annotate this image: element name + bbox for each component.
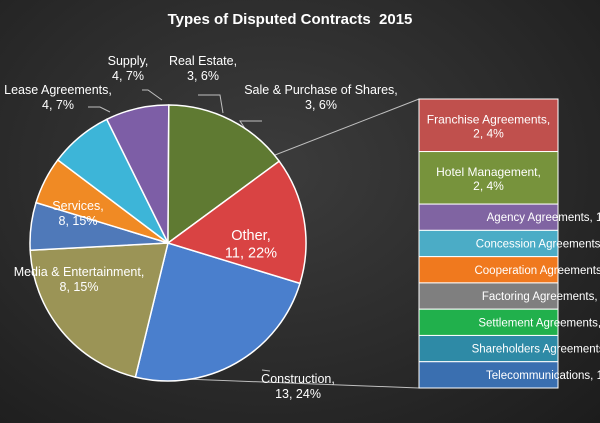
leader-line: [142, 89, 163, 101]
leader-line: [88, 106, 111, 113]
slice-label-real-estate: Real Estate, 3, 6%: [169, 54, 237, 83]
slice-labels: Construction, 13, 24% Other, 11, 22% Sale & …: [4, 54, 600, 401]
slice-label-construction: Construction, 13, 24%: [261, 372, 335, 401]
bar-label-franchise-agreements: Franchise Agreements, 2, 4%: [427, 112, 550, 140]
bar-segment-settlement-agreements: [418, 308, 559, 336]
bar-label-shareholders-agreements: Shareholders Agreements, 1, 2%: [472, 344, 600, 356]
bar-label-settlement-agreements: Settlement Agreements, 1, 2%: [478, 317, 600, 329]
slice-label-other: Other, 11, 22%: [225, 228, 277, 261]
chart-title: Types of Disputed Contracts 2015: [168, 11, 413, 28]
bar-segment-telecommunications: [418, 361, 559, 389]
bar-segment-hotel-management: [418, 151, 559, 205]
slice-label-sale-and-purchase-of-shares: Sale & Purchase of Shares, 3, 6%: [244, 83, 398, 112]
main-pie: [29, 104, 307, 382]
bar-segment-franchise-agreements: [418, 98, 559, 153]
slice-label-lease-agreements: Lease Agreements, 4, 7%: [4, 83, 112, 112]
leader-line: [198, 94, 224, 114]
bar-label-telecommunications: Telecommunications, 1, 2%: [486, 370, 600, 382]
bar-label-concession-agreements: Concession Agreements, 1, 2%: [476, 239, 600, 251]
bar-segment-concession-agreements: [418, 229, 559, 258]
other-breakdown-bar: [418, 98, 559, 389]
bar-segment-agency-agreements: [418, 203, 559, 231]
pie-slice-services: [167, 104, 281, 245]
slice-label-services: Services, 8, 15%: [52, 199, 103, 228]
bar-segment-factoring-agreements: [418, 282, 559, 310]
slice-label-supply: Supply, 4, 7%: [108, 54, 149, 83]
bar-label-factoring-agreements: Factoring Agreements, 1, 2%: [482, 291, 600, 303]
bar-label-cooperation-agreements: Cooperation Agreements, 1, 2%: [474, 265, 600, 277]
slice-label-media-and-entertainment: Media & Entertainment, 8, 15%: [14, 265, 145, 294]
pie-slice-media-and-entertainment: [166, 160, 307, 285]
pie-slice-other: [29, 242, 169, 378]
bar-label-agency-agreements: Agency Agreements, 1, 2%: [487, 212, 600, 224]
leader-line: [261, 369, 271, 372]
pie-slice-construction: [134, 242, 301, 382]
bar-label-hotel-management: Hotel Management, 2, 4%: [436, 165, 541, 193]
